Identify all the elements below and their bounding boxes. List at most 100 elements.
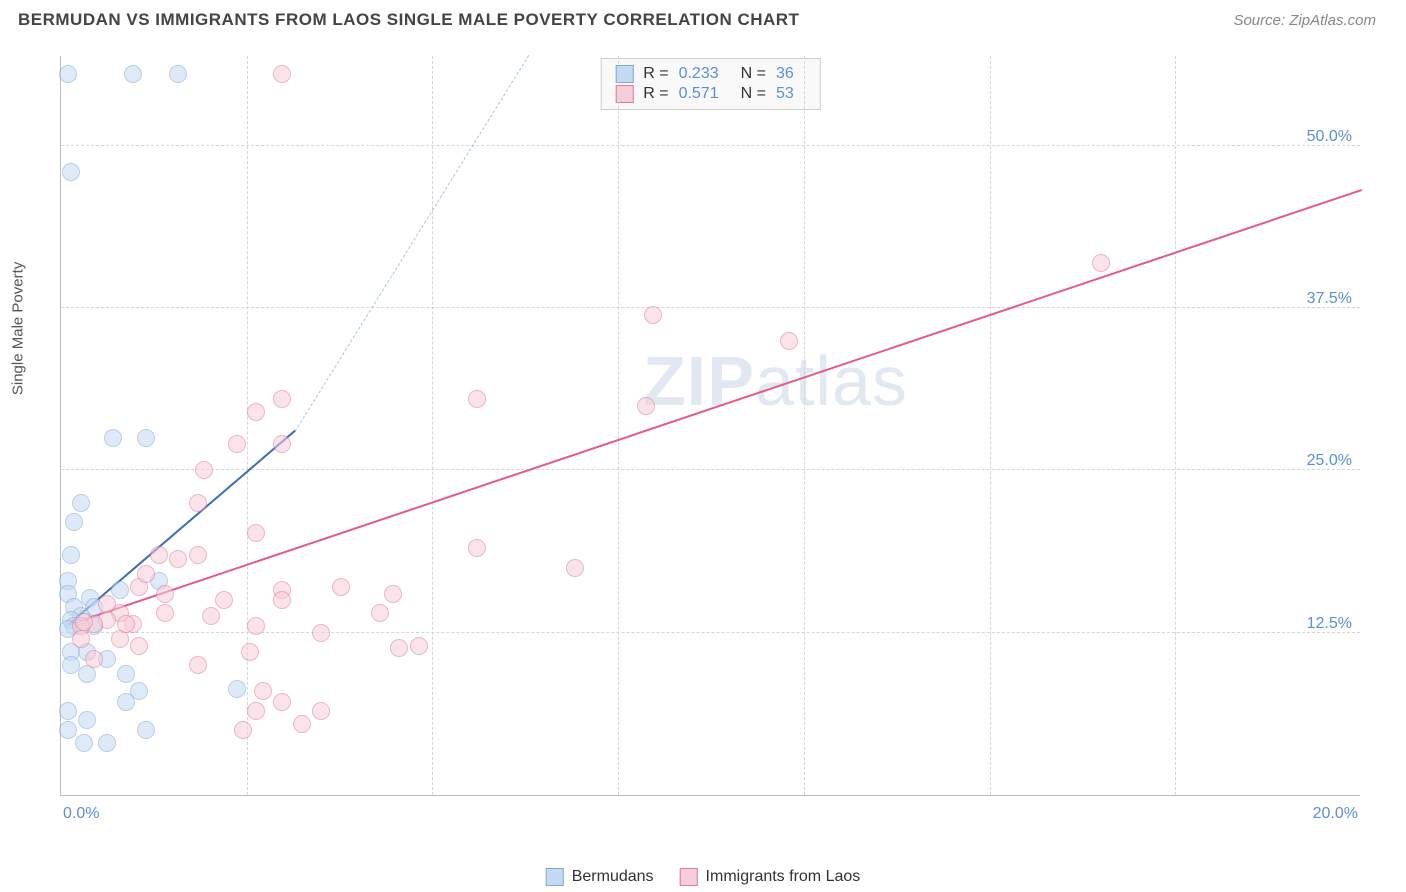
data-point [130, 637, 148, 655]
data-point [273, 693, 291, 711]
data-point [137, 721, 155, 739]
data-point [169, 65, 187, 83]
data-point [202, 607, 220, 625]
data-point [65, 513, 83, 531]
data-point [137, 565, 155, 583]
data-point [247, 702, 265, 720]
r-value-2: 0.571 [679, 85, 719, 103]
data-point [644, 306, 662, 324]
data-point [117, 693, 135, 711]
data-point [156, 585, 174, 603]
data-point [72, 494, 90, 512]
watermark: ZIPatlas [643, 341, 908, 421]
data-point [247, 403, 265, 421]
data-point [371, 604, 389, 622]
data-point [228, 680, 246, 698]
data-point [59, 702, 77, 720]
gridline-vertical [618, 56, 619, 795]
data-point [1092, 254, 1110, 272]
gridline-vertical [247, 56, 248, 795]
data-point [75, 613, 93, 631]
data-point [189, 656, 207, 674]
gridline-horizontal [61, 307, 1360, 308]
data-point [189, 494, 207, 512]
legend-item-2: Immigrants from Laos [680, 868, 861, 886]
data-point [98, 734, 116, 752]
gridline-vertical [1175, 56, 1176, 795]
data-point [169, 550, 187, 568]
data-point [332, 578, 350, 596]
correlation-row-2: R = 0.571 N = 53 [615, 84, 806, 104]
series-legend: Bermudans Immigrants from Laos [546, 868, 861, 886]
data-point [312, 624, 330, 642]
data-point [137, 429, 155, 447]
data-point [241, 643, 259, 661]
correlation-row-1: R = 0.233 N = 36 [615, 64, 806, 84]
legend-label-1: Bermudans [572, 868, 654, 886]
x-tick-label: 20.0% [1313, 805, 1358, 823]
chart-source: Source: ZipAtlas.com [1233, 12, 1376, 29]
data-point [273, 390, 291, 408]
data-point [111, 630, 129, 648]
data-point [293, 715, 311, 733]
gridline-vertical [990, 56, 991, 795]
r-label: R = [643, 65, 668, 83]
r-label: R = [643, 85, 668, 103]
chart-title: BERMUDAN VS IMMIGRANTS FROM LAOS SINGLE … [18, 10, 799, 30]
data-point [254, 682, 272, 700]
gridline-vertical [804, 56, 805, 795]
data-point [384, 585, 402, 603]
swatch-laos [680, 868, 698, 886]
data-point [78, 665, 96, 683]
data-point [247, 524, 265, 542]
data-point [189, 546, 207, 564]
data-point [234, 721, 252, 739]
data-point [62, 163, 80, 181]
legend-label-2: Immigrants from Laos [706, 868, 861, 886]
data-point [228, 435, 246, 453]
data-point [247, 617, 265, 635]
data-point [390, 639, 408, 657]
data-point [117, 615, 135, 633]
y-tick-label: 50.0% [1307, 128, 1352, 146]
data-point [117, 665, 135, 683]
n-label: N = [741, 65, 766, 83]
data-point [566, 559, 584, 577]
n-value-2: 53 [776, 85, 794, 103]
data-point [104, 429, 122, 447]
data-point [468, 539, 486, 557]
data-point [637, 397, 655, 415]
chart-header: BERMUDAN VS IMMIGRANTS FROM LAOS SINGLE … [0, 0, 1406, 36]
y-tick-label: 37.5% [1307, 290, 1352, 308]
data-point [273, 65, 291, 83]
data-point [150, 546, 168, 564]
x-tick-label: 0.0% [63, 805, 99, 823]
data-point [468, 390, 486, 408]
data-point [780, 332, 798, 350]
data-point [124, 65, 142, 83]
y-axis-label: Single Male Poverty [10, 262, 27, 395]
gridline-vertical [432, 56, 433, 795]
data-point [273, 591, 291, 609]
data-point [410, 637, 428, 655]
trend-line [295, 54, 530, 431]
data-point [72, 630, 90, 648]
chart-container: ZIPatlas R = 0.233 N = 36 R = 0.571 N = … [40, 48, 1380, 808]
data-point [195, 461, 213, 479]
data-point [62, 656, 80, 674]
data-point [85, 650, 103, 668]
watermark-atlas: atlas [755, 342, 908, 420]
data-point [59, 65, 77, 83]
n-label: N = [741, 85, 766, 103]
legend-item-1: Bermudans [546, 868, 654, 886]
data-point [111, 581, 129, 599]
gridline-horizontal [61, 145, 1360, 146]
plot-area: ZIPatlas R = 0.233 N = 36 R = 0.571 N = … [60, 56, 1360, 796]
y-tick-label: 25.0% [1307, 452, 1352, 470]
r-value-1: 0.233 [679, 65, 719, 83]
n-value-1: 36 [776, 65, 794, 83]
data-point [215, 591, 233, 609]
data-point [75, 734, 93, 752]
correlation-legend: R = 0.233 N = 36 R = 0.571 N = 53 [600, 58, 821, 110]
watermark-zip: ZIP [643, 342, 755, 420]
